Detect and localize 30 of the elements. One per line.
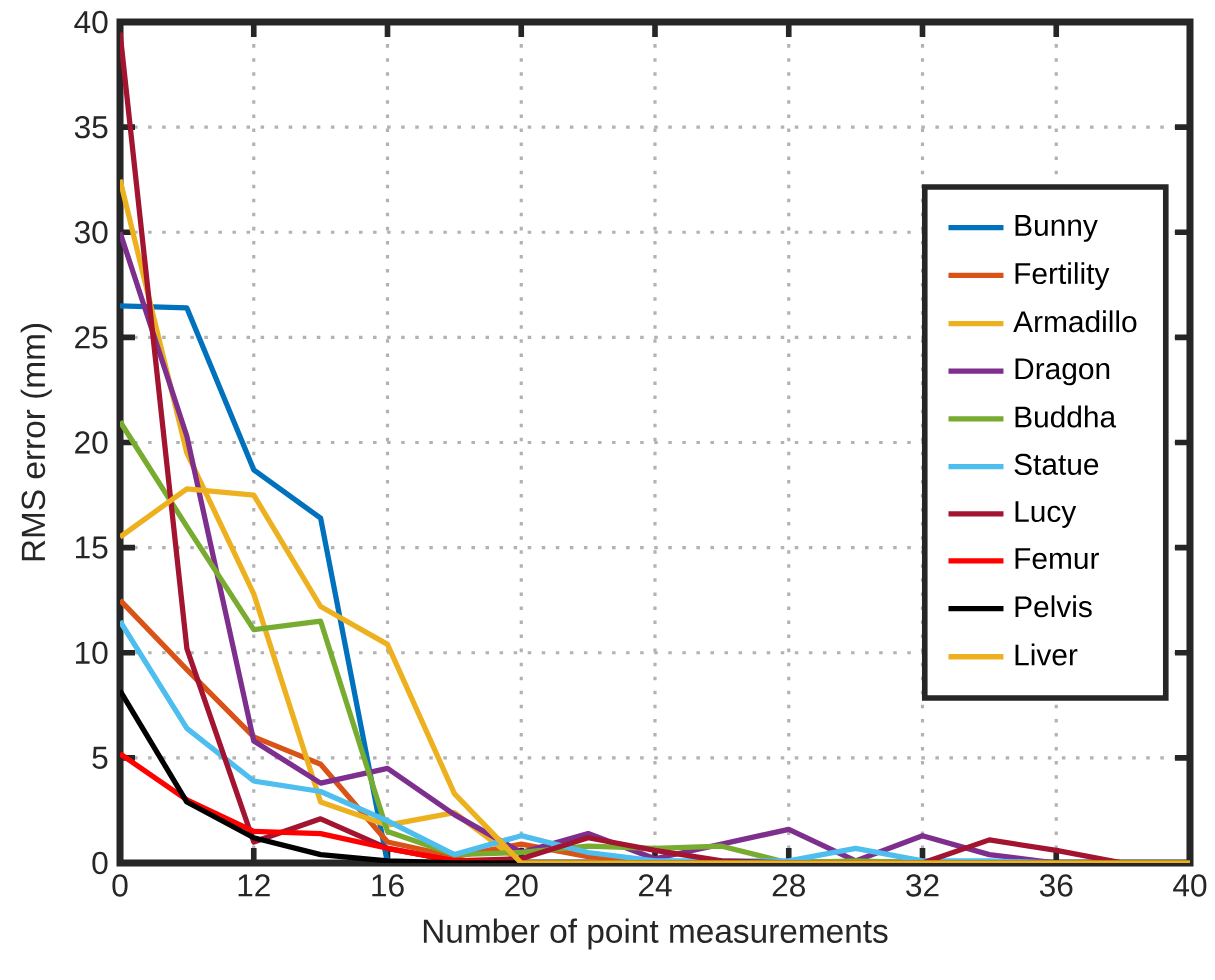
- y-tick-label: 20: [75, 431, 108, 454]
- x-tick-label: 24: [639, 874, 672, 897]
- y-tick-label: 25: [75, 326, 108, 349]
- y-tick-label: 5: [92, 746, 108, 769]
- y-tick-label: 35: [74, 115, 108, 139]
- y-tick-label: 0: [92, 851, 108, 875]
- legend-label: Armadillo: [1013, 310, 1137, 333]
- legend-label: Dragon: [1015, 358, 1110, 386]
- x-tick-label: 16: [372, 874, 404, 897]
- x-tick-label: 28: [772, 874, 805, 897]
- x-tick-label: 12: [238, 874, 270, 897]
- x-axis-title: Number of point measurements: [423, 918, 888, 950]
- x-tick-label: 0: [112, 874, 128, 897]
- x-tick-label: 20: [505, 874, 538, 897]
- legend-label: Liver: [1015, 643, 1078, 666]
- legend-label: Lucy: [1015, 501, 1077, 528]
- y-tick-label: 15: [76, 536, 108, 559]
- legend-label: Bunny: [1015, 215, 1098, 242]
- x-tick-label: 36: [1039, 874, 1073, 897]
- y-tick-label: 30: [74, 221, 108, 244]
- legend-label: Femur: [1015, 548, 1099, 570]
- legend-label: Buddha: [1015, 405, 1117, 428]
- y-tick-label: 10: [76, 641, 108, 664]
- x-tick-label: 32: [906, 874, 939, 897]
- x-tick-label: 40: [1173, 874, 1207, 897]
- legend-label: Fertility: [1015, 262, 1110, 290]
- legend-label: Pelvis: [1015, 595, 1092, 618]
- legend-label: Statue: [1014, 453, 1099, 475]
- y-axis-title: RMS error (mm): [20, 324, 52, 561]
- y-tick-label: 40: [74, 10, 108, 34]
